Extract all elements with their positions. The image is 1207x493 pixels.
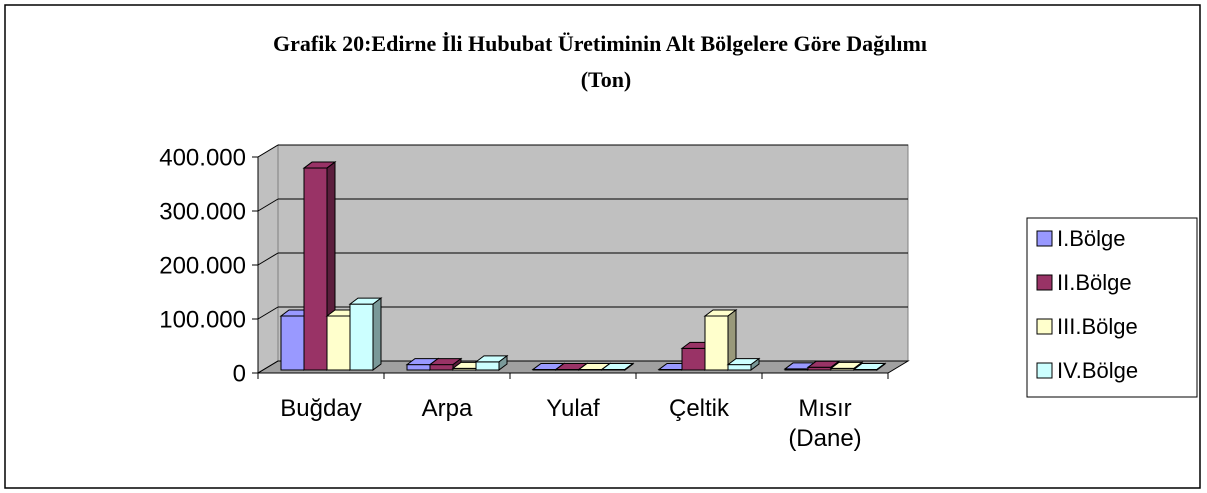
grid-line — [257, 144, 279, 158]
bar — [727, 364, 752, 371]
bar — [280, 315, 305, 371]
legend-swatch — [1036, 274, 1053, 291]
bar — [326, 315, 351, 371]
bar — [406, 364, 431, 371]
x-tick-label: Buğday — [280, 395, 362, 422]
y-tick-label: 300.000 — [159, 198, 246, 225]
legend-label: II.Bölge — [1057, 270, 1132, 295]
bar-side — [624, 362, 634, 371]
bar-side — [750, 357, 760, 371]
legend-label: I.Bölge — [1057, 226, 1126, 251]
bar — [303, 167, 328, 371]
bar-side — [876, 362, 886, 371]
x-tick-label: Arpa — [421, 395, 473, 422]
x-tick-label: Çeltik — [668, 395, 729, 422]
bar-side — [498, 354, 508, 371]
x-tick-label: Yulaf — [546, 395, 600, 422]
legend-label: IV.Bölge — [1057, 358, 1138, 383]
bar — [349, 303, 374, 371]
chart-title: Grafik 20:Edirne İli Hububat Üretiminin … — [273, 31, 927, 56]
bar-side — [372, 297, 382, 371]
chart-subtitle: (Ton) — [581, 67, 632, 92]
bar — [429, 364, 454, 371]
grid-line — [257, 252, 279, 266]
y-tick-label: 200.000 — [159, 252, 246, 279]
legend-box — [1026, 217, 1198, 398]
bar — [681, 347, 706, 371]
legend-label: III.Bölge — [1057, 314, 1138, 339]
y-tick-label: 400.000 — [159, 144, 246, 171]
bar — [475, 361, 500, 371]
legend-swatch — [1036, 362, 1053, 379]
y-tick-label: 100.000 — [159, 306, 246, 333]
y-tick-label: 0 — [233, 360, 246, 387]
grid-line — [257, 198, 279, 212]
grid-line — [257, 360, 279, 374]
grid-line — [257, 306, 279, 320]
bar — [704, 315, 729, 371]
legend-swatch — [1036, 230, 1053, 247]
x-tick-label: Mısır (Dane) — [788, 395, 862, 452]
legend-swatch — [1036, 318, 1053, 335]
